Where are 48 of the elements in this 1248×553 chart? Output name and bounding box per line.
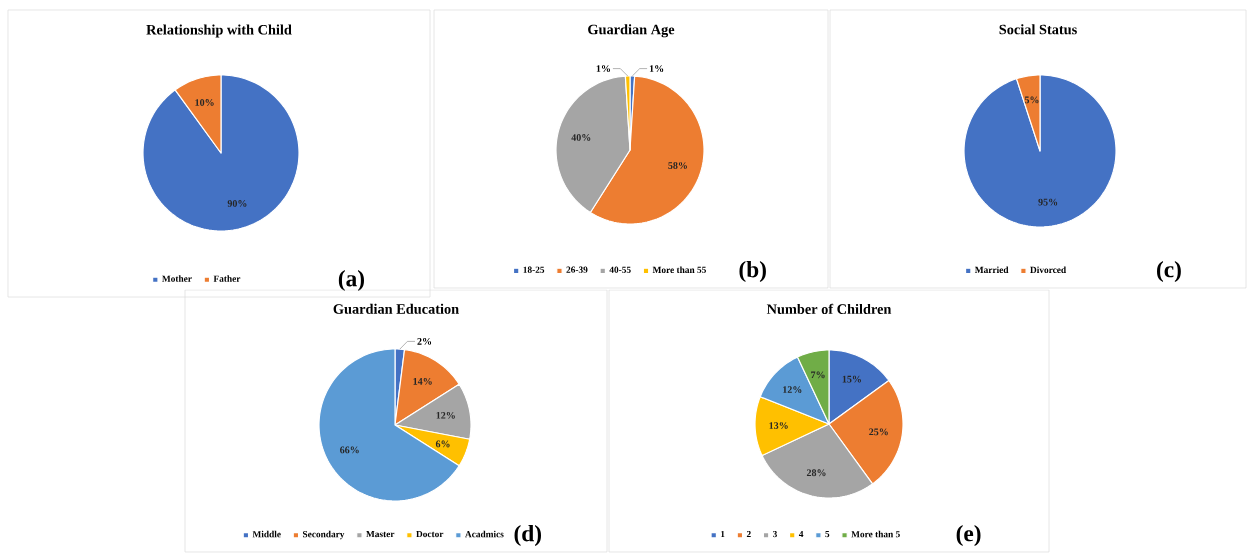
text: (d) (514, 524, 542, 547)
data-label: 13% (769, 422, 788, 429)
data-label: 10% (195, 99, 214, 106)
legend-label: 1 (721, 530, 725, 538)
legend-label: More than 55 (652, 266, 706, 274)
legend-label: 3 (772, 530, 777, 538)
data-label: 66% (340, 446, 359, 454)
legend-label: Married (974, 266, 1009, 274)
legend-label: Divorced (1030, 266, 1067, 274)
data-label: 6% (435, 440, 450, 448)
legend-label: Acadmics (465, 530, 504, 538)
chart-title: Guardian Age (588, 24, 675, 38)
legend-label: 40-55 (609, 266, 631, 273)
data-label: 25% (869, 428, 888, 436)
legend-label: Father (213, 275, 241, 282)
legend-label: More than 5 (851, 530, 900, 538)
legend-label: 4 (798, 530, 804, 538)
data-label: 15% (842, 375, 861, 383)
data-label: 1% (596, 65, 610, 72)
legend-label: Secondary (302, 530, 345, 540)
chart-title: Social Status (999, 24, 1077, 35)
legend-label: Middle (252, 530, 281, 538)
chart-title: Guardian Education (333, 303, 459, 314)
legend-label: Doctor (416, 530, 444, 538)
data-label: 2% (417, 337, 432, 345)
chart-title: Number of Children (766, 303, 892, 315)
text: (c) (1157, 260, 1181, 283)
data-label: 12% (783, 386, 802, 393)
legend-label: 18-25 (523, 266, 545, 273)
chart-title: Relationship with Child (146, 24, 292, 38)
data-label: 95% (1038, 198, 1058, 206)
legend-label: 2 (746, 530, 751, 538)
data-label: 12% (436, 411, 455, 419)
data-label: 58% (668, 162, 687, 169)
text: (b) (739, 260, 766, 283)
data-label: 7% (811, 371, 825, 379)
legend-label: Master (366, 530, 395, 538)
data-label: 14% (413, 377, 432, 385)
data-label: 1% (649, 65, 664, 72)
data-label: 40% (571, 134, 591, 141)
legend-label: 26-39 (566, 266, 588, 273)
text: (e) (956, 524, 981, 547)
data-label: 90% (227, 200, 247, 207)
legend-label: Mother (162, 275, 192, 282)
data-label: 28% (806, 469, 826, 477)
data-label: 5% (1024, 96, 1039, 104)
legend-label: 5 (825, 530, 830, 538)
text: (a) (338, 269, 364, 292)
